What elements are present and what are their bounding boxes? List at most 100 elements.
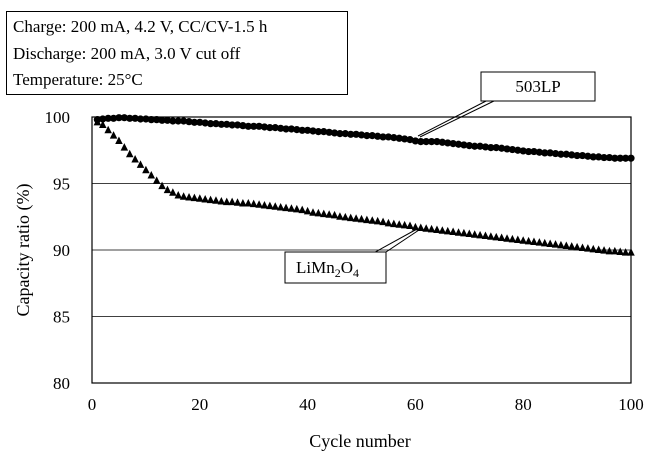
x-tick-label-40: 40	[299, 395, 316, 414]
point-limn2o4-85	[546, 239, 554, 248]
annotation-503lp-box	[480, 71, 596, 102]
point-503lp-91	[578, 151, 587, 160]
point-503lp-39	[298, 126, 306, 134]
point-503lp-97	[611, 154, 619, 162]
point-limn2o4-10	[142, 165, 150, 174]
point-limn2o4-96	[605, 246, 614, 255]
point-503lp-23	[212, 120, 220, 128]
point-limn2o4-46	[336, 212, 344, 220]
point-503lp-100	[627, 154, 635, 162]
point-503lp-49	[352, 130, 360, 138]
point-limn2o4-21	[201, 194, 209, 203]
point-limn2o4-40	[303, 206, 312, 215]
point-limn2o4-97	[611, 246, 619, 255]
point-limn2o4-74	[487, 232, 495, 240]
point-503lp-13	[158, 116, 166, 124]
point-503lp-36	[282, 125, 290, 133]
point-503lp-47	[341, 130, 349, 138]
point-503lp-59	[406, 136, 414, 144]
point-503lp-76	[498, 144, 506, 152]
x-tick-label-60: 60	[407, 395, 424, 414]
point-503lp-72	[476, 142, 484, 150]
point-limn2o4-67	[449, 227, 457, 236]
point-limn2o4-64	[433, 225, 441, 234]
point-limn2o4-27	[233, 198, 242, 206]
point-503lp-6	[120, 114, 128, 122]
point-503lp-68	[454, 140, 463, 148]
point-limn2o4-80	[519, 236, 527, 244]
x-tick-label-100: 100	[618, 395, 644, 414]
point-limn2o4-76	[497, 233, 506, 242]
point-limn2o4-20	[196, 194, 204, 202]
point-limn2o4-9	[136, 160, 145, 168]
point-limn2o4-48	[346, 213, 355, 222]
point-503lp-94	[595, 153, 603, 161]
discharge-condition: Discharge: 200 mA, 3.0 V cut off	[13, 43, 241, 63]
point-503lp-80	[519, 147, 527, 155]
point-503lp-64	[433, 138, 441, 146]
annotation-503lp: 503LP	[417, 71, 596, 138]
point-limn2o4-31	[255, 200, 263, 208]
point-503lp-2	[99, 115, 107, 123]
y-axis-title: Capacity ratio (%)	[13, 184, 34, 317]
point-503lp-40	[304, 126, 312, 134]
point-limn2o4-55	[384, 218, 393, 227]
x-axis-title: Cycle number	[309, 431, 410, 451]
point-limn2o4-63	[427, 224, 436, 233]
point-503lp-92	[584, 152, 592, 160]
point-limn2o4-28	[239, 198, 247, 207]
point-limn2o4-69	[460, 228, 468, 237]
point-limn2o4-66	[443, 226, 452, 235]
point-503lp-44	[325, 128, 333, 136]
point-503lp-50	[357, 131, 366, 139]
point-503lp-28	[239, 122, 247, 130]
point-limn2o4-70	[465, 229, 474, 238]
point-503lp-3	[104, 114, 112, 122]
point-limn2o4-77	[503, 234, 511, 242]
point-limn2o4-62	[422, 224, 430, 232]
point-limn2o4-14	[163, 185, 172, 194]
point-503lp-61	[417, 138, 425, 146]
annotation-limn2o4-part1: LiMn	[296, 258, 335, 277]
x-tick-label-20: 20	[191, 395, 208, 414]
y-tick-label-90: 90	[53, 241, 70, 260]
point-503lp-70	[465, 141, 473, 150]
series-layer	[93, 114, 635, 256]
point-limn2o4-47	[341, 212, 350, 221]
point-limn2o4-42	[314, 208, 323, 217]
annotation-503lp-label: 503LP	[515, 77, 560, 96]
point-limn2o4-3	[104, 125, 112, 134]
point-503lp-17	[180, 117, 188, 125]
point-limn2o4-65	[438, 226, 447, 234]
point-limn2o4-56	[390, 219, 398, 228]
test-conditions-box: Charge: 200 mA, 4.2 V, CC/CV-1.5 h Disch…	[6, 11, 348, 95]
grid-lines	[92, 183, 631, 317]
point-limn2o4-15	[169, 188, 177, 196]
point-503lp-15	[169, 117, 177, 125]
point-503lp-41	[309, 127, 317, 135]
charge-condition: Charge: 200 mA, 4.2 V, CC/CV-1.5 h	[13, 17, 268, 36]
point-limn2o4-57	[395, 220, 403, 228]
point-503lp-93	[589, 153, 597, 161]
point-limn2o4-90	[573, 242, 581, 251]
point-limn2o4-95	[600, 246, 608, 254]
point-limn2o4-81	[524, 236, 533, 245]
point-limn2o4-68	[454, 228, 463, 236]
point-limn2o4-23	[212, 196, 220, 204]
point-503lp-63	[427, 138, 436, 146]
point-limn2o4-12	[152, 176, 161, 184]
point-limn2o4-58	[400, 220, 409, 229]
y-tick-label-85: 85	[53, 308, 70, 327]
point-503lp-57	[395, 134, 403, 142]
point-503lp-11	[147, 116, 155, 124]
point-limn2o4-7	[125, 149, 134, 158]
point-503lp-66	[444, 139, 452, 147]
point-503lp-33	[266, 124, 274, 132]
point-limn2o4-44	[325, 210, 333, 218]
point-limn2o4-13	[158, 181, 166, 190]
point-limn2o4-22	[206, 195, 215, 204]
point-503lp-73	[481, 143, 490, 151]
point-limn2o4-50	[357, 214, 366, 223]
annotation-503lp-leader-2	[419, 99, 497, 138]
